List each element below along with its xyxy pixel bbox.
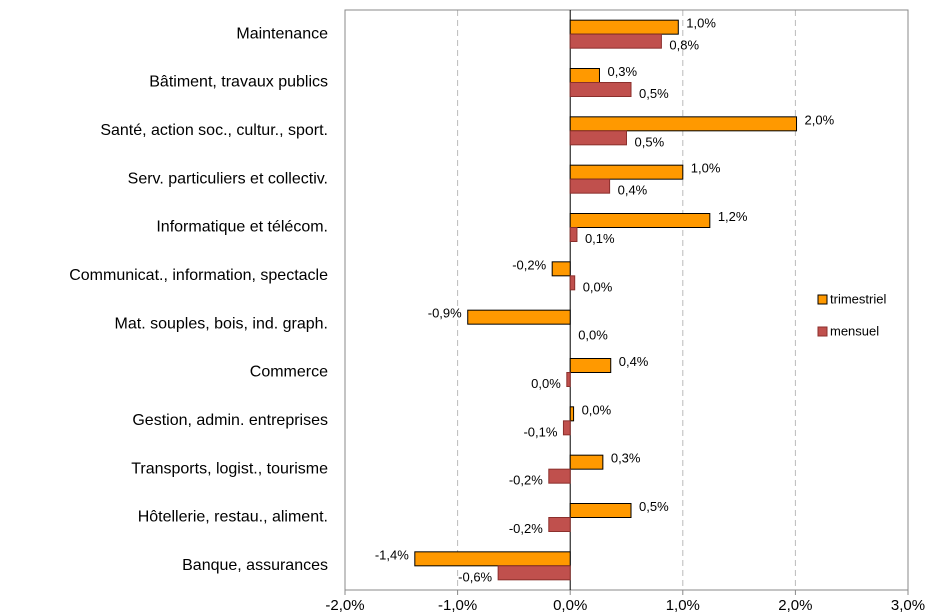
value-label: -0,1% — [523, 424, 557, 439]
value-label: 0,4% — [618, 183, 648, 198]
value-label: 0,3% — [611, 451, 641, 466]
bar — [551, 261, 571, 277]
bar — [569, 227, 578, 242]
value-label: -0,6% — [458, 569, 492, 584]
bar — [569, 130, 628, 146]
category-label: Gestion, admin. entreprises — [132, 412, 328, 429]
bar — [569, 82, 632, 97]
value-label: 0,0% — [578, 328, 608, 343]
legend-label: trimestriel — [830, 291, 886, 306]
bar — [562, 420, 571, 436]
bar — [569, 454, 604, 470]
bar — [548, 517, 571, 532]
bar — [569, 19, 679, 35]
bar — [569, 178, 611, 194]
category-label: Communicat., information, spectacle — [69, 267, 328, 284]
value-label: -0,9% — [428, 306, 462, 321]
value-label: 0,5% — [635, 134, 665, 149]
value-label: 0,0% — [582, 402, 612, 417]
legend-swatch — [817, 294, 828, 305]
bar — [569, 164, 684, 180]
value-label: 0,8% — [669, 38, 699, 53]
category-label: Transports, logist., tourisme — [131, 460, 328, 477]
bar — [497, 565, 571, 581]
category-label: Bâtiment, travaux publics — [149, 74, 328, 91]
category-label: Informatique et télécom. — [156, 219, 328, 236]
value-label: 1,2% — [718, 209, 748, 224]
bar — [569, 358, 612, 373]
value-label: 0,5% — [639, 86, 669, 101]
category-label: Commerce — [250, 364, 328, 381]
value-label: -0,2% — [512, 257, 546, 272]
x-tick-label: 3,0% — [891, 597, 925, 614]
value-label: 1,0% — [686, 16, 716, 31]
value-label: 0,1% — [585, 231, 615, 246]
category-label: Banque, assurances — [182, 557, 328, 574]
value-label: 1,0% — [691, 161, 721, 176]
category-label: Maintenance — [236, 25, 328, 42]
bar — [467, 309, 571, 325]
x-tick-label: 1,0% — [666, 597, 700, 614]
category-label: Hôtellerie, restau., aliment. — [138, 509, 328, 526]
value-label: 0,5% — [639, 499, 669, 514]
plot-frame — [344, 9, 909, 591]
bar — [566, 372, 571, 387]
value-label: -1,4% — [375, 547, 409, 562]
bar — [569, 68, 600, 83]
bar — [569, 406, 575, 422]
bar — [569, 275, 576, 291]
value-label: 0,4% — [619, 354, 649, 369]
bar — [569, 33, 662, 49]
legend-swatch — [817, 326, 828, 337]
bar — [548, 468, 571, 484]
value-label: -0,2% — [509, 521, 543, 536]
bar — [569, 116, 798, 132]
bar — [569, 213, 711, 228]
value-label: 0,3% — [607, 64, 637, 79]
x-tick-label: 0,0% — [553, 597, 587, 614]
category-label: Santé, action soc., cultur., sport. — [100, 122, 328, 139]
legend-label: mensuel — [830, 323, 879, 338]
value-label: 0,0% — [531, 376, 561, 391]
x-tick-label: -2,0% — [325, 597, 364, 614]
x-tick-label: -1,0% — [438, 597, 477, 614]
value-label: 0,0% — [583, 279, 613, 294]
bar — [569, 503, 632, 518]
value-label: -0,2% — [509, 473, 543, 488]
category-label: Mat. souples, bois, ind. graph. — [115, 315, 328, 332]
value-label: 2,0% — [805, 112, 835, 127]
x-tick-label: 2,0% — [778, 597, 812, 614]
bar — [414, 551, 571, 567]
category-label: Serv. particuliers et collectiv. — [128, 170, 328, 187]
